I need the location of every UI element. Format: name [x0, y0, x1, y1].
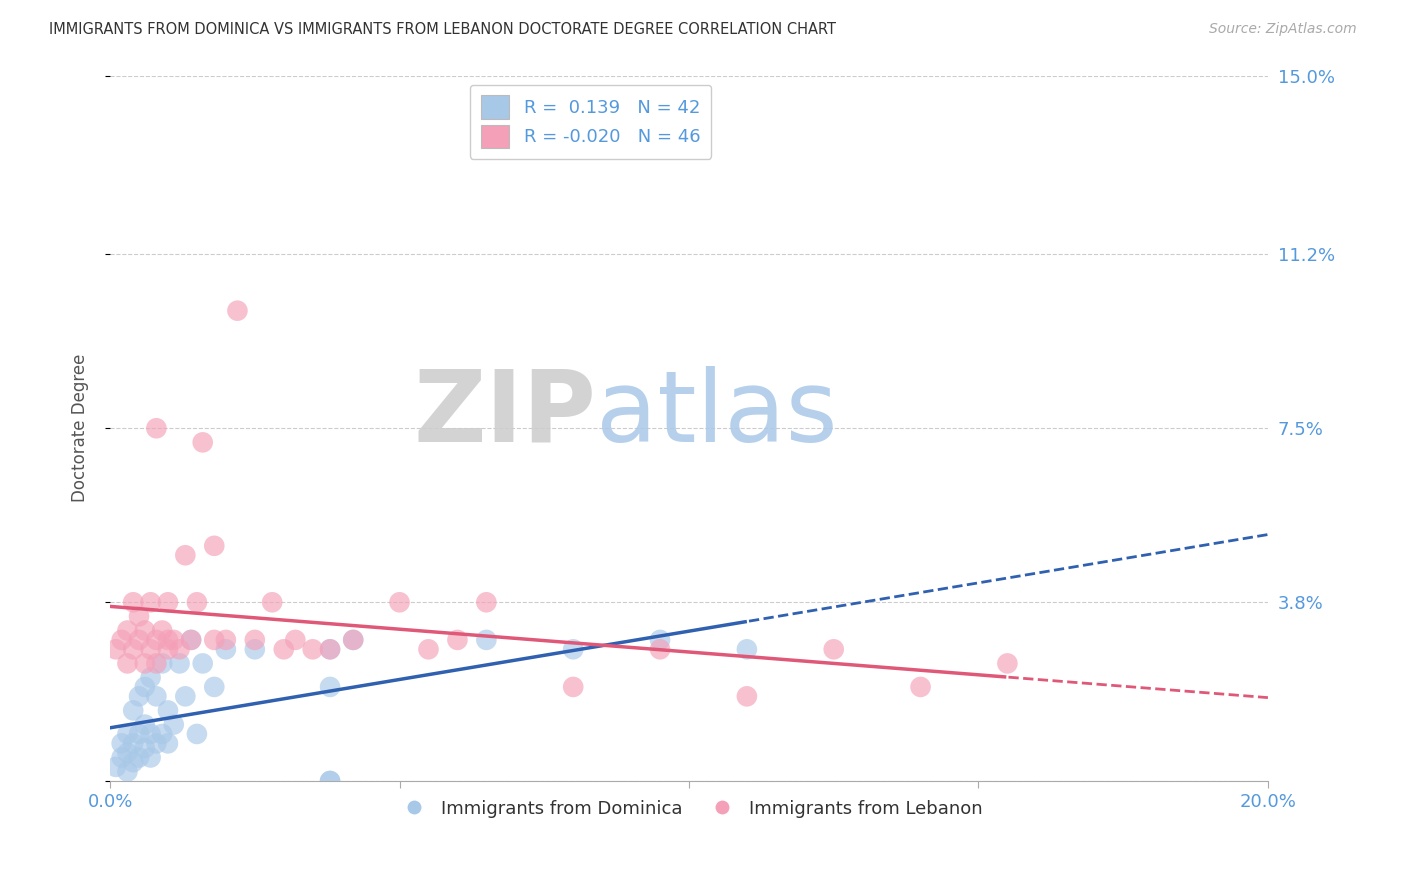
Point: [122, 703, 145, 717]
Point: [134, 624, 156, 638]
Point: [648, 632, 671, 647]
Point: [111, 632, 134, 647]
Point: [735, 690, 758, 704]
Point: [169, 642, 191, 657]
Point: [342, 632, 364, 647]
Point: [134, 680, 156, 694]
Point: [156, 632, 179, 647]
Point: [150, 624, 173, 638]
Point: [117, 764, 139, 779]
Point: [163, 632, 186, 647]
Point: [243, 632, 266, 647]
Point: [156, 703, 179, 717]
Point: [145, 657, 167, 671]
Point: [145, 632, 167, 647]
Point: [150, 727, 173, 741]
Point: [186, 595, 208, 609]
Point: [139, 671, 162, 685]
Point: [104, 760, 127, 774]
Point: [128, 609, 150, 624]
Point: [122, 595, 145, 609]
Point: [319, 680, 342, 694]
Y-axis label: Doctorate Degree: Doctorate Degree: [72, 354, 89, 502]
Point: [139, 750, 162, 764]
Point: [122, 642, 145, 657]
Point: [191, 657, 214, 671]
Point: [648, 642, 671, 657]
Text: ZIP: ZIP: [413, 366, 596, 463]
Point: [134, 717, 156, 731]
Point: [273, 642, 295, 657]
Point: [202, 539, 225, 553]
Point: [319, 642, 342, 657]
Point: [180, 632, 202, 647]
Point: [150, 657, 173, 671]
Point: [319, 774, 342, 789]
Point: [117, 624, 139, 638]
Point: [134, 657, 156, 671]
Point: [319, 642, 342, 657]
Point: [562, 642, 585, 657]
Point: [174, 548, 197, 562]
Text: atlas: atlas: [596, 366, 838, 463]
Point: [475, 632, 498, 647]
Point: [342, 632, 364, 647]
Point: [169, 657, 191, 671]
Point: [163, 717, 186, 731]
Point: [735, 642, 758, 657]
Point: [145, 736, 167, 750]
Point: [202, 632, 225, 647]
Point: [145, 690, 167, 704]
Point: [156, 595, 179, 609]
Point: [418, 642, 440, 657]
Point: [186, 727, 208, 741]
Point: [139, 595, 162, 609]
Point: [128, 690, 150, 704]
Point: [562, 680, 585, 694]
Point: [122, 755, 145, 769]
Point: [180, 632, 202, 647]
Legend: Immigrants from Dominica, Immigrants from Lebanon: Immigrants from Dominica, Immigrants fro…: [388, 792, 990, 825]
Point: [226, 303, 249, 318]
Point: [243, 642, 266, 657]
Point: [128, 727, 150, 741]
Point: [145, 421, 167, 435]
Point: [215, 642, 238, 657]
Point: [475, 595, 498, 609]
Point: [128, 750, 150, 764]
Point: [139, 727, 162, 741]
Point: [319, 774, 342, 789]
Point: [128, 632, 150, 647]
Point: [202, 680, 225, 694]
Point: [104, 642, 127, 657]
Point: [117, 657, 139, 671]
Point: [388, 595, 411, 609]
Point: [823, 642, 845, 657]
Point: [284, 632, 307, 647]
Point: [301, 642, 323, 657]
Point: [111, 750, 134, 764]
Text: IMMIGRANTS FROM DOMINICA VS IMMIGRANTS FROM LEBANON DOCTORATE DEGREE CORRELATION: IMMIGRANTS FROM DOMINICA VS IMMIGRANTS F…: [49, 22, 837, 37]
Point: [156, 642, 179, 657]
Point: [134, 741, 156, 756]
Point: [139, 642, 162, 657]
Point: [191, 435, 214, 450]
Point: [910, 680, 932, 694]
Point: [174, 690, 197, 704]
Point: [446, 632, 468, 647]
Point: [111, 736, 134, 750]
Point: [995, 657, 1018, 671]
Text: Source: ZipAtlas.com: Source: ZipAtlas.com: [1209, 22, 1357, 37]
Point: [117, 746, 139, 760]
Point: [156, 736, 179, 750]
Point: [122, 736, 145, 750]
Point: [117, 727, 139, 741]
Point: [215, 632, 238, 647]
Point: [262, 595, 284, 609]
